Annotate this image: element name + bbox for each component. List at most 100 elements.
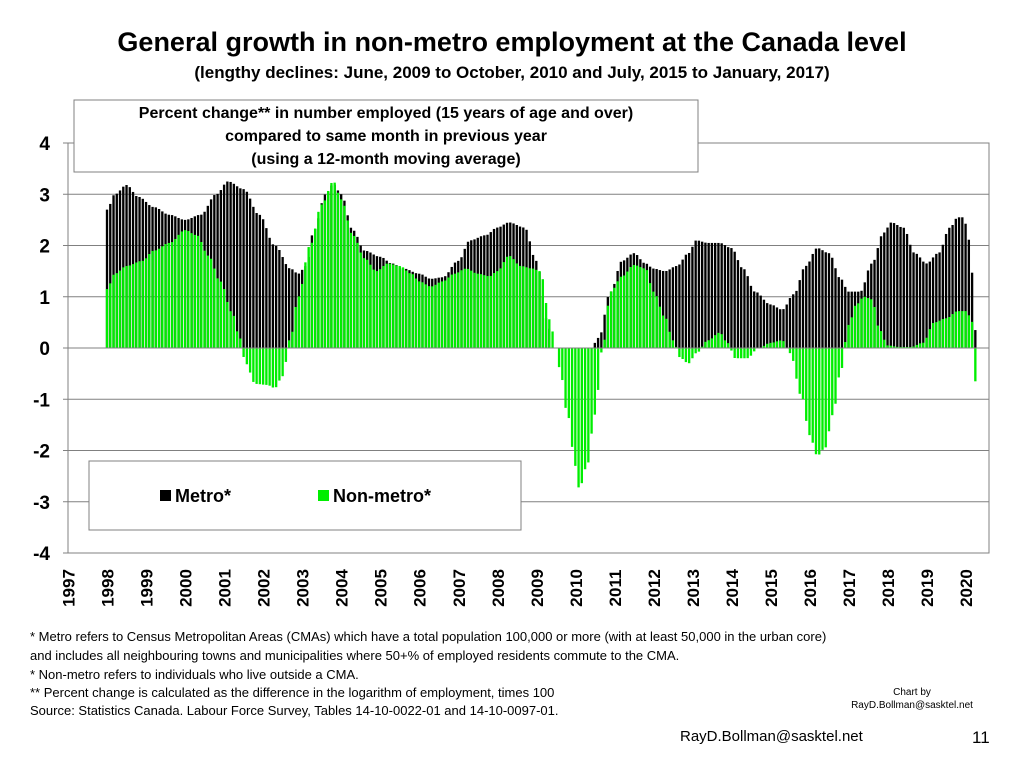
non-metro-bar	[928, 329, 931, 348]
chart-subtitle: (lengthy declines: June, 2009 to October…	[194, 63, 830, 82]
non-metro-bar	[255, 348, 258, 384]
non-metro-bar	[824, 348, 827, 448]
non-metro-bar	[235, 331, 239, 348]
box-line-3: (using a 12-month moving average)	[251, 151, 520, 168]
non-metro-bar	[330, 182, 333, 348]
non-metro-bar	[213, 268, 216, 348]
metro-bar	[665, 270, 668, 348]
metro-bar	[837, 277, 840, 348]
non-metro-bar	[392, 264, 395, 348]
non-metro-bar	[879, 331, 883, 348]
non-metro-bar	[772, 342, 775, 348]
non-metro-bar	[424, 284, 427, 348]
y-tick-label: -1	[33, 390, 50, 411]
non-metro-bar	[281, 348, 284, 377]
non-metro-bar	[733, 348, 736, 358]
metro-bar	[775, 307, 779, 348]
metro-bar	[941, 244, 944, 348]
metro-bar	[769, 304, 772, 348]
x-tick-label: 1999	[138, 569, 157, 607]
metro-bar	[759, 295, 762, 348]
metro-bar	[801, 269, 805, 348]
metro-bar	[782, 309, 785, 348]
non-metro-bar	[642, 268, 645, 348]
metro-bar	[261, 219, 265, 348]
metro-bar	[785, 304, 788, 348]
non-metro-bar	[909, 346, 912, 348]
non-metro-bar	[557, 348, 561, 368]
metro-bar	[278, 250, 281, 348]
non-metro-bar	[687, 348, 691, 364]
metro-bar	[743, 269, 746, 348]
metro-bar	[808, 261, 811, 348]
metro-bar	[235, 186, 239, 348]
non-metro-bar	[483, 275, 486, 348]
metro-bar	[951, 225, 954, 348]
non-metro-bar	[681, 348, 684, 359]
non-metro-bar	[170, 242, 174, 348]
metro-bar	[964, 223, 967, 348]
non-metro-bar	[161, 246, 164, 348]
non-metro-bar	[831, 348, 834, 416]
metro-bar	[291, 269, 294, 348]
box-line-1: Percent change** in number employed (15 …	[139, 105, 633, 122]
x-tick-label: 2009	[528, 569, 547, 607]
metro-bar	[122, 186, 125, 348]
non-metro-bar	[515, 263, 518, 348]
non-metro-bar	[570, 348, 574, 447]
non-metro-bar	[440, 281, 444, 348]
non-metro-bar	[957, 311, 961, 348]
non-metro-bar	[473, 272, 476, 348]
non-metro-bar	[775, 341, 779, 348]
metro-bar	[753, 291, 756, 348]
non-metro-bar	[131, 264, 135, 348]
non-metro-bar	[746, 348, 749, 359]
non-metro-bar	[226, 302, 229, 348]
legend-label-metro: Metro*	[175, 486, 231, 506]
source-note: Source: Statistics Canada. Labour Force …	[30, 703, 559, 718]
metro-bar	[700, 241, 704, 348]
metro-bar	[710, 242, 714, 348]
non-metro-bar	[141, 260, 144, 348]
metro-bar	[756, 292, 759, 348]
metro-bar	[944, 233, 948, 348]
metro-bar	[876, 248, 879, 348]
footnote-3: * Non-metro refers to individuals who li…	[30, 667, 359, 682]
non-metro-bar	[489, 275, 492, 348]
non-metro-bar	[333, 182, 336, 348]
non-metro-bar	[222, 289, 226, 348]
metro-bar	[678, 264, 681, 348]
footnote-4: ** Percent change is calculated as the d…	[30, 685, 555, 700]
non-metro-bar	[821, 348, 824, 450]
x-tick-label: 2002	[255, 569, 274, 607]
non-metro-bar	[697, 348, 701, 352]
non-metro-bar	[876, 325, 879, 348]
non-metro-bar	[902, 346, 905, 348]
metro-bar	[824, 252, 827, 348]
metro-bar	[704, 242, 707, 348]
non-metro-bar	[954, 311, 957, 348]
metro-bar	[727, 247, 730, 348]
non-metro-bar	[460, 270, 463, 348]
non-metro-bar	[414, 278, 418, 348]
metro-bar	[834, 268, 837, 348]
x-tick-label: 2012	[645, 569, 664, 607]
metro-bar	[112, 195, 115, 348]
non-metro-bar	[844, 342, 847, 348]
non-metro-bar	[860, 298, 863, 348]
metro-bar	[766, 303, 769, 348]
metro-bar	[255, 213, 258, 348]
non-metro-bar	[310, 242, 314, 348]
x-tick-label: 2010	[567, 569, 586, 607]
non-metro-bar	[369, 264, 372, 348]
non-metro-bar	[795, 348, 798, 379]
non-metro-bar	[125, 266, 128, 348]
non-metro-bar	[164, 244, 167, 348]
non-metro-bar	[951, 314, 954, 348]
metro-bar	[922, 261, 925, 348]
non-metro-bar	[359, 252, 362, 348]
non-metro-bar	[600, 348, 603, 353]
metro-bar	[805, 265, 808, 348]
non-metro-bar	[892, 346, 896, 348]
x-tick-label: 2019	[918, 569, 937, 607]
